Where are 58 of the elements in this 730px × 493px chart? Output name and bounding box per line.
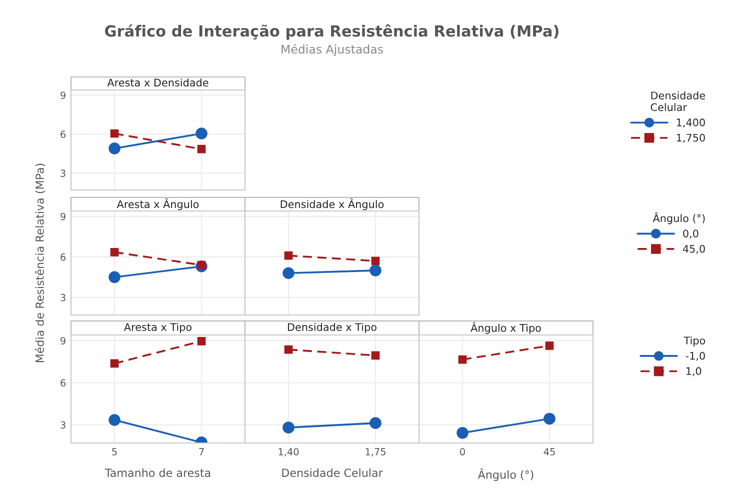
- point: [544, 412, 556, 425]
- y-tick-label: 6: [60, 253, 66, 261]
- point: [197, 337, 206, 346]
- text: Densidade x Tipo: [288, 322, 376, 334]
- x-tick-label: 0: [460, 448, 465, 456]
- text: Ângulo x Tipo: [470, 322, 541, 334]
- point: [371, 351, 380, 360]
- point: [108, 142, 120, 154]
- y-tick-label: 9: [60, 212, 66, 220]
- point: [197, 144, 206, 154]
- point: [282, 267, 294, 280]
- chart-title: Gráfico de Interação para Resistência Relativa (MPa): [105, 24, 558, 40]
- x-tick-label: 1,75: [366, 448, 386, 456]
- x-tick-label: 45: [544, 448, 555, 456]
- point: [284, 345, 293, 354]
- y-axis-title: Média de Resistência Relativa (MPa): [34, 164, 46, 362]
- legend-label: 45,0: [682, 244, 705, 254]
- y-tick-label: 6: [60, 379, 66, 387]
- text: Aresta x Densidade: [107, 78, 208, 87]
- x-axis-title: Tamanho de aresta: [104, 468, 210, 477]
- legend-label: 0,0: [683, 230, 698, 239]
- y-tick-label: 3: [60, 421, 66, 429]
- x-tick-label: 5: [112, 448, 117, 456]
- point: [196, 128, 208, 140]
- x-axis-title: Densidade Celular: [282, 468, 383, 477]
- x-tick-label: 7: [199, 448, 204, 456]
- point: [108, 414, 120, 426]
- y-tick-label: 9: [60, 92, 66, 100]
- point: [458, 355, 467, 364]
- x-axis-title: Ângulo (°): [478, 468, 534, 481]
- point: [110, 359, 119, 368]
- legend-label: 1,0: [686, 367, 702, 376]
- y-tick-label: 3: [60, 170, 66, 177]
- legend-title: Ângulo (°): [652, 212, 705, 224]
- x-tick-label: 1,40: [278, 448, 299, 456]
- point: [370, 264, 382, 276]
- legend-label: 1,750: [676, 134, 705, 143]
- text: Densidade x Ângulo: [280, 198, 384, 210]
- point: [282, 422, 294, 434]
- text: Aresta x Tipo: [124, 322, 192, 334]
- point: [370, 417, 382, 429]
- point: [197, 260, 206, 270]
- chart-subtitle: Médias Ajustadas: [282, 44, 383, 56]
- y-tick-label: 9: [60, 337, 66, 344]
- point: [110, 248, 119, 256]
- y-tick-label: 3: [60, 294, 66, 302]
- legend-label: -1,0: [686, 352, 705, 361]
- point: [371, 256, 380, 266]
- point: [456, 427, 468, 439]
- point: [545, 341, 554, 350]
- point: [110, 129, 119, 138]
- y-tick-label: 6: [60, 130, 66, 138]
- legend-label: 1,400: [676, 118, 705, 128]
- legend-title: Densidade Celular: [650, 91, 706, 112]
- point: [108, 271, 120, 284]
- point: [284, 251, 293, 260]
- text: Aresta x Ângulo: [116, 198, 199, 210]
- legend-title: Tipo: [684, 336, 706, 346]
